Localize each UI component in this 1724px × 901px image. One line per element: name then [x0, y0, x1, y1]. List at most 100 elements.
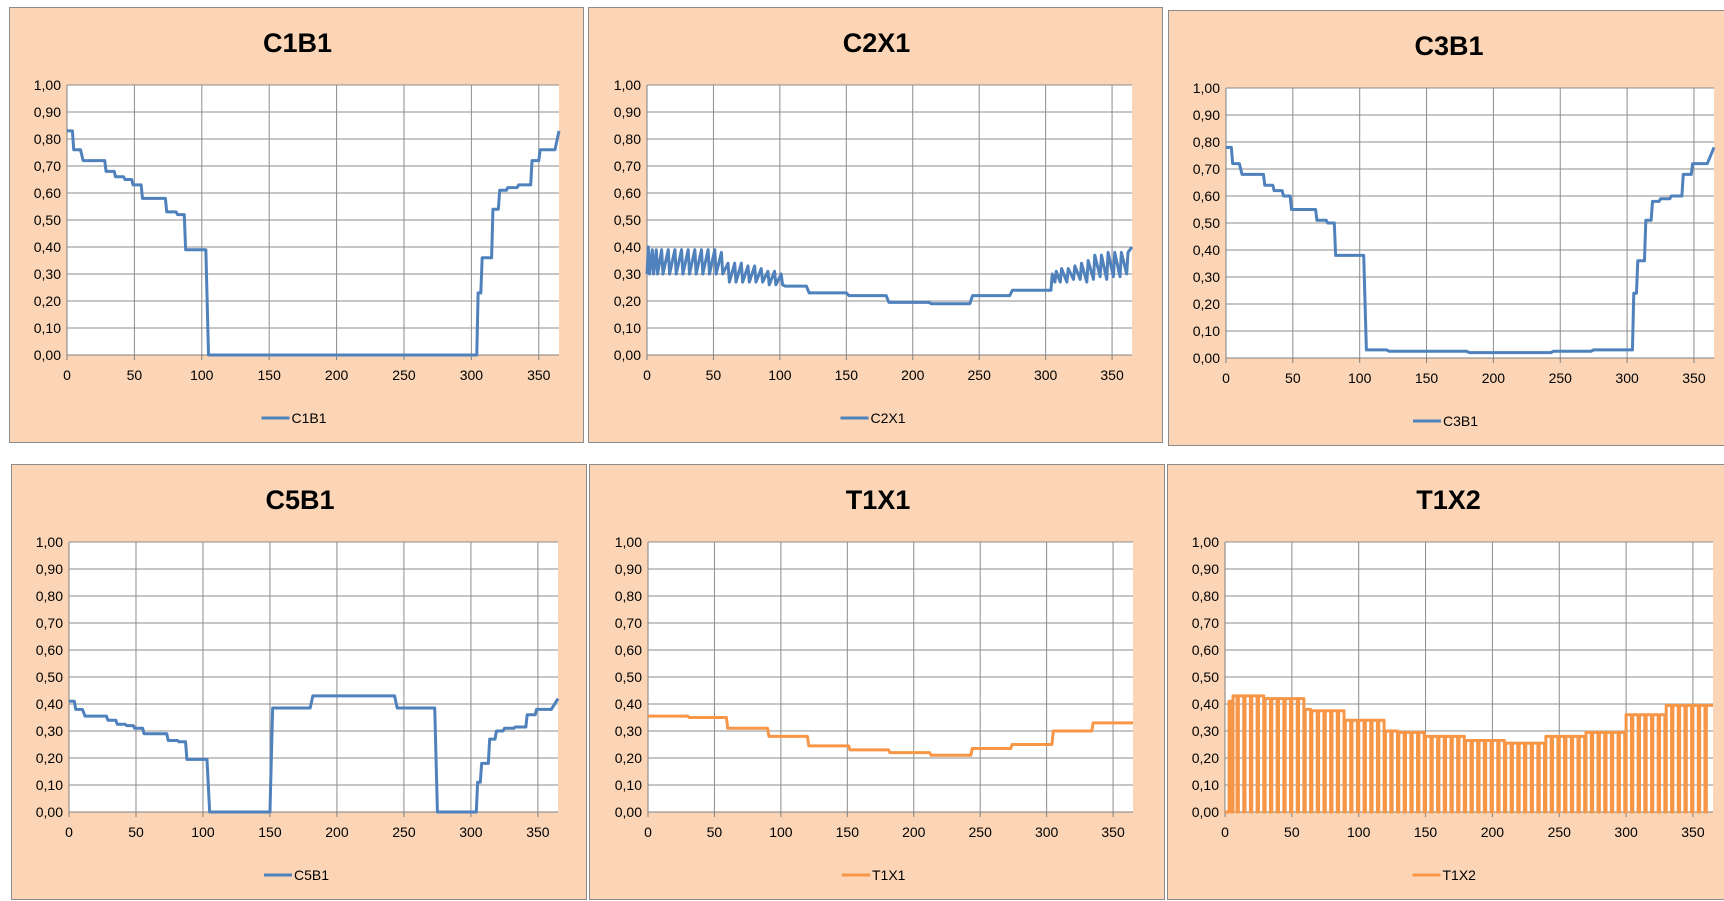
y-tick-label: 0,10	[614, 320, 641, 336]
x-tick-label: 350	[1682, 370, 1706, 386]
x-tick-label: 150	[1415, 370, 1439, 386]
y-tick-label: 0,60	[36, 642, 63, 658]
y-tick-label: 0,80	[1192, 588, 1219, 604]
x-tick-label: 100	[768, 367, 792, 383]
chart-title: C3B1	[1414, 31, 1483, 61]
chart-panel-t1x2: T1X2 0,00 0,10 0,20 0,30 0,40 0,50 0,60 0,70 0,80…	[1167, 464, 1724, 900]
y-tick-label: 0,50	[34, 212, 61, 228]
x-tick-label: 250	[1548, 824, 1572, 840]
y-tick-label: 0,40	[1193, 242, 1220, 258]
series-line-c1b1	[67, 129, 561, 357]
x-tick-label: 300	[1615, 370, 1639, 386]
x-tick-label: 100	[1348, 370, 1372, 386]
x-tick-label: 50	[1284, 824, 1300, 840]
x-tick-label: 50	[128, 824, 144, 840]
legend-label: T1X2	[1443, 867, 1477, 883]
y-tick-label: 0,10	[36, 777, 63, 793]
chart-panel-c1b1: C1B1 0,00 0,10 0,20 0,30 0,40 0,50 0,60 0,70 0,80…	[9, 7, 584, 443]
chart-title: C1B1	[263, 28, 332, 58]
series-line-t1x2	[1225, 694, 1713, 814]
x-tick-label: 50	[707, 824, 723, 840]
x-tick-label: 0	[1222, 370, 1230, 386]
y-tick-label: 0,90	[1192, 561, 1219, 577]
y-tick-label: 0,50	[1193, 215, 1220, 231]
chart-t1x1: T1X1 0,00 0,10 0,20 0,30 0,40 0,50 0,60 0,70 0,80…	[615, 485, 1133, 883]
x-tick-label: 200	[1481, 824, 1505, 840]
y-tick-label: 0,20	[614, 293, 641, 309]
y-tick-label: 0,90	[615, 561, 642, 577]
y-tick-label: 1,00	[1192, 534, 1219, 550]
chart-c3b1: C3B1 0,00 0,10 0,20 0,30 0,40 0,50 0,60 0,70 0,80…	[1193, 31, 1716, 429]
x-tick-label: 250	[968, 367, 992, 383]
y-tick-label: 1,00	[34, 77, 61, 93]
y-tick-label: 0,50	[36, 669, 63, 685]
y-tick-label: 0,10	[1193, 323, 1220, 339]
y-tick-label: 0,00	[614, 347, 641, 363]
y-tick-label: 0,40	[34, 239, 61, 255]
y-tick-label: 1,00	[615, 534, 642, 550]
chart-panel-t1x1: T1X1 0,00 0,10 0,20 0,30 0,40 0,50 0,60 0,70 0,80…	[589, 464, 1165, 900]
y-tick-label: 0,60	[615, 642, 642, 658]
y-tick-label: 1,00	[614, 77, 641, 93]
y-tick-label: 0,20	[615, 750, 642, 766]
chart-title: T1X1	[846, 485, 911, 515]
y-tick-label: 0,00	[34, 347, 61, 363]
chart-title: C5B1	[265, 485, 334, 515]
x-tick-label: 0	[65, 824, 73, 840]
chart-panel-c3b1: C3B1 0,00 0,10 0,20 0,30 0,40 0,50 0,60 0,70 0,80…	[1168, 10, 1724, 446]
y-tick-label: 1,00	[36, 534, 63, 550]
chart-title: T1X2	[1416, 485, 1481, 515]
chart-c5b1: C5B1 0,00 0,10 0,20 0,30 0,40 0,50 0,60 0,70 0,80…	[36, 485, 560, 883]
y-tick-label: 0,70	[34, 158, 61, 174]
y-tick-label: 0,00	[1193, 350, 1220, 366]
x-tick-label: 300	[1035, 824, 1059, 840]
x-tick-label: 350	[526, 824, 550, 840]
x-tick-label: 300	[460, 367, 484, 383]
y-tick-label: 0,70	[615, 615, 642, 631]
x-tick-label: 250	[392, 367, 416, 383]
x-tick-label: 200	[1482, 370, 1506, 386]
y-tick-label: 0,10	[615, 777, 642, 793]
x-tick-label: 250	[1549, 370, 1573, 386]
chart-panel-c2x1: C2X1 0,00 0,10 0,20 0,30 0,40 0,50 0,60 0,70 0,80…	[588, 7, 1163, 443]
y-tick-label: 0,10	[1192, 777, 1219, 793]
y-tick-label: 0,70	[1193, 161, 1220, 177]
y-tick-label: 0,90	[614, 104, 641, 120]
chart-t1x2: T1X2 0,00 0,10 0,20 0,30 0,40 0,50 0,60 0,70 0,80…	[1192, 485, 1713, 883]
x-tick-label: 150	[258, 824, 282, 840]
x-tick-label: 50	[127, 367, 143, 383]
legend-label: C1B1	[292, 410, 327, 426]
y-tick-label: 0,60	[34, 185, 61, 201]
x-tick-label: 150	[835, 367, 859, 383]
y-tick-label: 0,20	[1192, 750, 1219, 766]
x-tick-label: 50	[1285, 370, 1301, 386]
chart-title: C2X1	[843, 28, 911, 58]
y-tick-label: 0,40	[614, 239, 641, 255]
y-tick-label: 0,20	[34, 293, 61, 309]
y-tick-label: 0,90	[36, 561, 63, 577]
legend-label: T1X1	[872, 867, 906, 883]
series-line-c3b1	[1226, 145, 1716, 355]
x-tick-label: 100	[769, 824, 793, 840]
series-line-c2x1	[645, 245, 1134, 306]
x-tick-label: 200	[901, 367, 925, 383]
y-tick-label: 0,50	[1192, 669, 1219, 685]
y-tick-label: 0,60	[1193, 188, 1220, 204]
x-tick-label: 50	[706, 367, 722, 383]
y-tick-label: 0,30	[1192, 723, 1219, 739]
x-tick-label: 200	[325, 367, 349, 383]
x-tick-label: 0	[644, 824, 652, 840]
x-tick-label: 300	[1614, 824, 1638, 840]
y-tick-label: 0,70	[614, 158, 641, 174]
x-tick-label: 150	[258, 367, 282, 383]
x-tick-label: 350	[1681, 824, 1705, 840]
x-tick-label: 200	[902, 824, 926, 840]
y-tick-label: 0,30	[1193, 269, 1220, 285]
x-tick-label: 350	[527, 367, 551, 383]
y-tick-label: 0,70	[36, 615, 63, 631]
legend-label: C3B1	[1443, 413, 1478, 429]
y-tick-label: 0,00	[615, 804, 642, 820]
y-tick-label: 0,00	[1192, 804, 1219, 820]
y-tick-label: 0,50	[614, 212, 641, 228]
x-tick-label: 250	[392, 824, 416, 840]
